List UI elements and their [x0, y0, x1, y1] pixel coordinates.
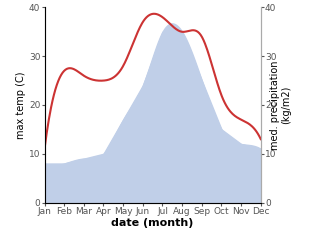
Y-axis label: med. precipitation
(kg/m2): med. precipitation (kg/m2) [270, 60, 291, 150]
X-axis label: date (month): date (month) [111, 219, 194, 228]
Y-axis label: max temp (C): max temp (C) [16, 71, 26, 139]
